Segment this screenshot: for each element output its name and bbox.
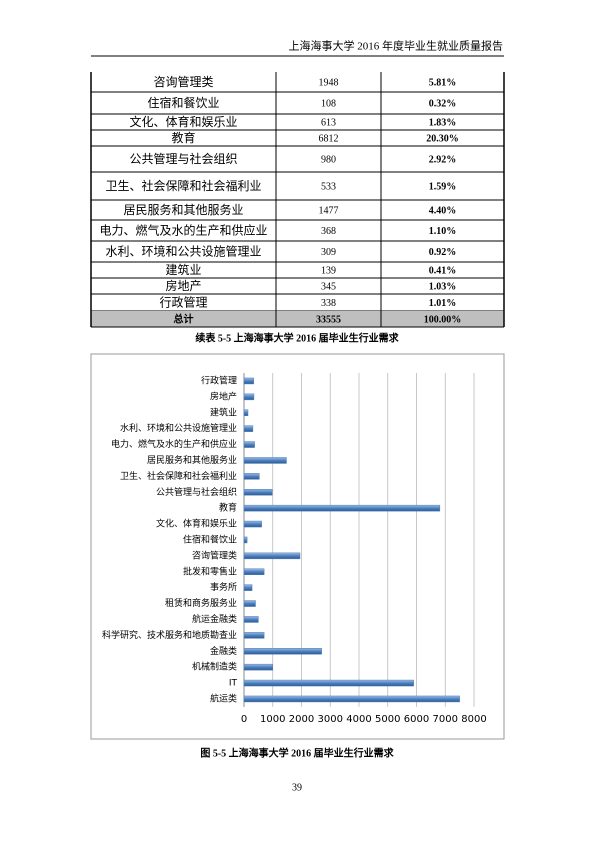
- table-cell: 309: [321, 247, 336, 258]
- table-cell: 5.81%: [429, 77, 457, 88]
- table-cell: 总计: [174, 312, 194, 325]
- bar: [243, 695, 460, 703]
- table-cell: 33555: [316, 314, 341, 325]
- x-tick-label: 8000: [461, 714, 486, 725]
- bar: [243, 409, 249, 416]
- table-cell: 1.10%: [429, 226, 457, 237]
- y-tick-label: 公共管理与社会组织: [156, 486, 237, 498]
- y-tick-label: 咨询管理类: [192, 549, 237, 561]
- bar: [243, 648, 322, 655]
- table-cell: 0.41%: [429, 265, 457, 276]
- x-tick-label: 0: [241, 714, 247, 725]
- bar: [243, 568, 265, 575]
- chart-frame: [90, 353, 505, 740]
- table-cell: 0.92%: [429, 247, 457, 258]
- table-cell: 108: [321, 98, 336, 109]
- table-cell: 卫生、社会保障和社会福利业: [105, 178, 261, 193]
- y-tick-label: 行政管理: [201, 374, 237, 386]
- table-cell: 行政管理: [159, 294, 207, 309]
- y-tick-label: 航运类: [210, 692, 237, 704]
- bar: [243, 520, 262, 528]
- table-cell: 居民服务和其他服务业: [123, 202, 243, 217]
- table-cell: 20.30%: [426, 133, 459, 144]
- table-cell: 电力、燃气及水的生产和供应业: [99, 222, 267, 237]
- bar: [243, 377, 254, 385]
- bar: [243, 600, 256, 607]
- y-tick-label: 电力、燃气及水的生产和供应业: [111, 438, 237, 450]
- table-cell: 6812: [319, 133, 339, 144]
- table-cell: 345: [321, 281, 336, 292]
- bar: [243, 457, 287, 464]
- table-cell: 1.59%: [429, 181, 457, 192]
- x-tick-label: 4000: [346, 714, 371, 725]
- table-cell: 公共管理与社会组织: [129, 151, 237, 166]
- table-cell: 文化、体育和娱乐业: [129, 114, 237, 129]
- y-tick-label: 机械制造类: [192, 661, 237, 673]
- bar: [243, 441, 255, 448]
- table-cell: 100.00%: [424, 314, 462, 325]
- y-tick-label: 金融类: [210, 645, 237, 657]
- bar: [243, 393, 255, 401]
- y-tick-label: 建筑业: [210, 406, 237, 418]
- bar: [243, 663, 273, 671]
- bar: [243, 504, 441, 512]
- table-cell: 1.83%: [429, 117, 457, 128]
- bar: [243, 552, 301, 560]
- table-cell: 建筑业: [165, 262, 201, 277]
- table-cell: 2.92%: [429, 154, 457, 165]
- table-cell: 139: [321, 265, 336, 276]
- table-cell: 338: [321, 298, 336, 309]
- y-tick-label: 批发和零售业: [183, 565, 237, 577]
- table-cell: 教育: [171, 130, 195, 145]
- bar: [243, 616, 259, 623]
- table-cell: 1477: [319, 205, 339, 216]
- x-tick-label: 1000: [260, 714, 285, 725]
- table-cell: 1.03%: [429, 281, 457, 292]
- bar: [243, 679, 414, 687]
- y-tick-label: IT: [229, 679, 238, 689]
- table-cell: 980: [321, 154, 336, 165]
- bar: [243, 584, 253, 591]
- bar: [243, 632, 265, 639]
- page-number: 39: [292, 782, 302, 793]
- y-tick-label: 租赁和商务服务业: [165, 597, 237, 609]
- y-tick-label: 文化、体育和娱乐业: [156, 518, 237, 530]
- y-tick-label: 住宿和餐饮业: [183, 533, 237, 545]
- x-tick-label: 2000: [289, 714, 314, 725]
- y-tick-label: 卫生、社会保障和社会福利业: [120, 470, 237, 482]
- table-cell: 1948: [319, 77, 339, 88]
- y-tick-label: 科学研究、技术服务和地质勘查业: [102, 629, 237, 641]
- table-caption: 续表 5-5 上海海事大学 2016 届毕业生行业需求: [195, 331, 399, 344]
- bar: [243, 489, 273, 496]
- table-cell: 住宿和餐饮业: [147, 95, 219, 110]
- y-tick-label: 居民服务和其他服务业: [147, 454, 237, 466]
- y-tick-label: 教育: [219, 502, 237, 514]
- y-tick-label: 事务所: [210, 581, 237, 593]
- total-row-bg: [91, 311, 504, 327]
- table-cell: 533: [321, 181, 336, 192]
- bar: [243, 536, 248, 544]
- y-tick-label: 航运金融类: [192, 613, 237, 625]
- table-cell: 4.40%: [429, 205, 457, 216]
- x-tick-label: 7000: [433, 714, 458, 725]
- bar: [243, 425, 254, 432]
- table-cell: 咨询管理类: [153, 74, 213, 89]
- table-cell: 0.32%: [429, 98, 457, 109]
- bar: [243, 473, 260, 480]
- y-tick-label: 房地产: [210, 390, 237, 402]
- figure-caption: 图 5-5 上海海事大学 2016 届毕业生行业需求: [200, 746, 394, 759]
- table-cell: 房地产: [165, 278, 201, 293]
- table-cell: 1.01%: [429, 298, 457, 309]
- table-cell: 613: [321, 117, 336, 128]
- x-tick-label: 5000: [375, 714, 400, 725]
- table-cell: 368: [321, 226, 336, 237]
- header-title: 上海海事大学 2016 年度毕业生就业质量报告: [289, 39, 504, 53]
- table-cell: 水利、环境和公共设施管理业: [105, 243, 261, 258]
- x-tick-label: 6000: [404, 714, 429, 725]
- y-tick-label: 水利、环境和公共设施管理业: [120, 422, 237, 434]
- x-tick-label: 3000: [318, 714, 343, 725]
